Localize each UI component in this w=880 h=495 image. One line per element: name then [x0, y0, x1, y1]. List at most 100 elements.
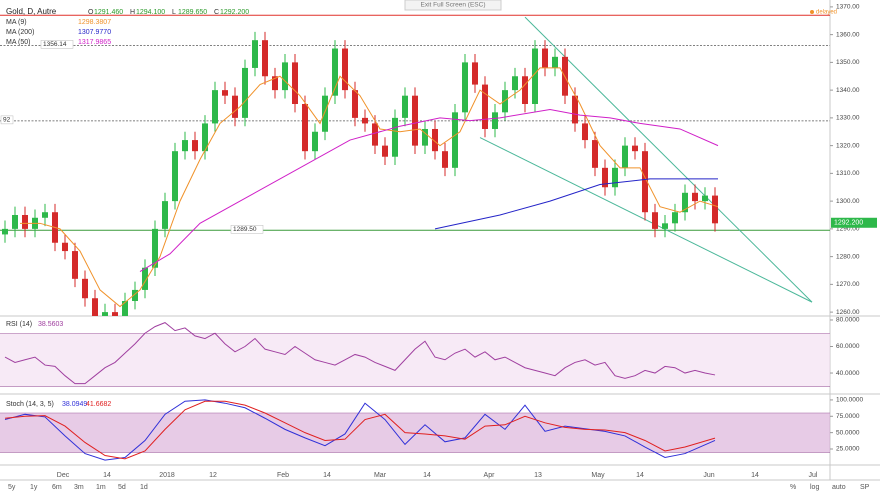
candle-body — [612, 167, 618, 188]
candle-body — [162, 201, 168, 229]
candle-body — [422, 128, 428, 146]
candle-body — [112, 312, 118, 316]
y-tick-label: 1290.00 — [836, 226, 860, 233]
option-button[interactable]: SP — [860, 484, 870, 491]
candle-body — [92, 298, 98, 316]
x-tick-label: Feb — [277, 472, 289, 479]
quote-text: 1294.100 — [136, 9, 165, 16]
candle-body — [702, 195, 708, 202]
candle-body — [482, 84, 488, 129]
range-button[interactable]: 1y — [30, 484, 38, 491]
moving-average — [20, 67, 719, 308]
exit-button[interactable] — [404, 0, 502, 11]
candle-body — [152, 228, 158, 268]
candle-body — [82, 278, 88, 299]
y-tick-label: 1370.00 — [836, 4, 860, 11]
legend-value: 1307.9770 — [78, 29, 111, 36]
candle-body — [372, 123, 378, 146]
panel-plot — [0, 14, 830, 316]
y-tick-label: 40.0000 — [836, 370, 860, 377]
quote-text: C — [214, 9, 219, 16]
last-price-box — [831, 217, 877, 228]
candle-body — [252, 40, 258, 68]
legend-name: MA (9) — [6, 19, 27, 26]
range-button[interactable]: 1m — [96, 484, 106, 491]
legend-name: MA (50) — [6, 39, 31, 46]
exit-text[interactable]: Exit Full Screen (ESC) — [420, 2, 485, 9]
y-tick-label: 1300.00 — [836, 198, 860, 205]
candle-body — [492, 112, 498, 129]
last-price-label: 1292.200 — [834, 220, 863, 227]
x-tick-label: Mar — [374, 472, 387, 479]
candle-body — [402, 95, 408, 118]
candle-body — [692, 192, 698, 202]
indicator-line — [4, 322, 716, 385]
y-tick-label: 75.0000 — [836, 413, 860, 420]
candle-body — [302, 104, 308, 152]
x-tick-label: 2018 — [159, 472, 175, 479]
quote-text: H — [130, 9, 135, 16]
candle-body — [382, 145, 388, 157]
candle-body — [602, 167, 608, 188]
candle-body — [552, 56, 558, 68]
level-label-box — [230, 225, 264, 234]
delayed-text: delayed — [816, 10, 837, 16]
trendline — [479, 137, 813, 303]
range-button[interactable]: 5d — [118, 484, 126, 491]
x-tick-label: Jun — [703, 472, 714, 479]
legend-name: MA (200) — [6, 29, 34, 36]
y-tick-label: 25.0000 — [836, 446, 860, 453]
candle-body — [12, 214, 18, 229]
candle-body — [342, 48, 348, 91]
moving-average — [434, 178, 718, 230]
y-tick-label: 1270.00 — [836, 281, 860, 288]
candle-body — [42, 212, 48, 218]
level-label: 1356.14 — [43, 41, 67, 48]
range-button[interactable]: 1d — [140, 484, 148, 491]
candle-body — [622, 145, 628, 168]
y-tick-label: 100.0000 — [836, 397, 863, 404]
y-tick-label: 1280.00 — [836, 253, 860, 260]
range-button[interactable]: 6m — [52, 484, 62, 491]
candle-body — [282, 62, 288, 91]
candle-body — [352, 90, 358, 118]
candle-body — [322, 95, 328, 132]
candle-body — [182, 140, 188, 152]
candle-body — [592, 140, 598, 168]
x-tick-label: May — [591, 472, 605, 479]
option-button[interactable]: % — [790, 484, 796, 491]
candle-body — [642, 151, 648, 213]
candle-body — [2, 228, 8, 235]
candle-body — [652, 212, 658, 229]
x-tick-label: 14 — [103, 472, 111, 479]
y-tick-label: 1320.00 — [836, 142, 860, 149]
legend-value: 1317.9865 — [78, 39, 111, 46]
indicator-title: Stoch (14, 3, 5) — [6, 401, 54, 408]
range-button[interactable]: 5y — [8, 484, 16, 491]
quote-text: 1292.200 — [220, 9, 249, 16]
candle-body — [292, 62, 298, 105]
candle-body — [582, 123, 588, 141]
candle-body — [532, 48, 538, 105]
candle-body — [142, 267, 148, 290]
option-button[interactable]: log — [810, 484, 819, 491]
candle-body — [332, 48, 338, 96]
candle-body — [522, 76, 528, 105]
candle-body — [312, 131, 318, 152]
quote-text: O — [88, 9, 94, 16]
candle-body — [632, 145, 638, 152]
x-tick-label: 14 — [323, 472, 331, 479]
option-button[interactable]: auto — [832, 484, 846, 491]
moving-average — [139, 109, 719, 273]
indicator-value: 38.5603 — [38, 321, 63, 328]
candle-body — [132, 289, 138, 302]
candle-body — [712, 195, 718, 224]
candle-body — [262, 40, 268, 77]
level-label: 1289.50 — [233, 226, 257, 233]
delayed-dot — [810, 10, 814, 14]
range-button[interactable]: 3m — [74, 484, 84, 491]
candle-body — [222, 90, 228, 96]
y-tick-label: 1330.00 — [836, 115, 860, 122]
